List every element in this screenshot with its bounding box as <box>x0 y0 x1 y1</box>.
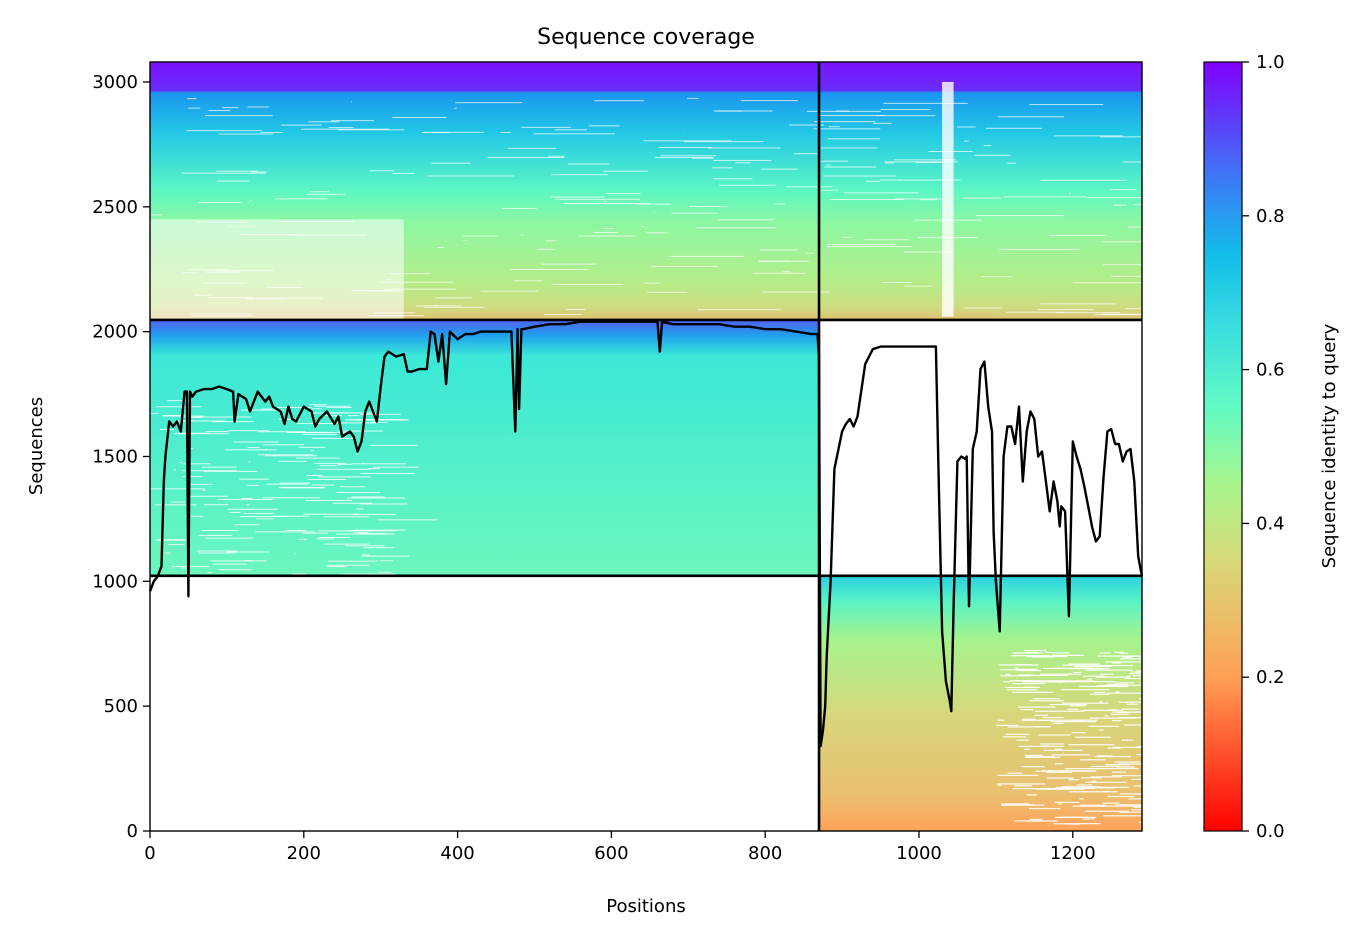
x-axis-label: Positions <box>606 896 685 917</box>
y-tick-label: 1000 <box>92 571 138 592</box>
y-axis-label: Sequences <box>26 397 47 495</box>
colorbar-tick-label: 0.8 <box>1256 206 1285 227</box>
y-tick-label: 3000 <box>92 72 138 93</box>
x-tick-label: 200 <box>287 843 321 864</box>
x-tick-label: 1000 <box>896 843 942 864</box>
colorbar-tick-label: 0.4 <box>1256 513 1285 534</box>
heatmap-block <box>150 319 820 576</box>
y-tick-label: 2500 <box>92 197 138 218</box>
x-tick-label: 400 <box>440 843 474 864</box>
y-axis-ticks: 0 500 1000 1500 2000 2500 3000 <box>92 72 150 842</box>
colorbar-tick-label: 1.0 <box>1256 52 1285 73</box>
colorbar-tick-label: 0.0 <box>1256 821 1285 842</box>
y-tick-label: 2000 <box>92 322 138 343</box>
colorbar-ticks: 0.0 0.2 0.4 0.6 0.8 1.0 <box>1242 52 1285 842</box>
colorbar-label: Sequence identity to query <box>1319 323 1340 568</box>
x-tick-label: 0 <box>144 843 155 864</box>
x-tick-label: 1200 <box>1050 843 1096 864</box>
colorbar-tick-label: 0.2 <box>1256 667 1285 688</box>
x-tick-label: 800 <box>748 843 782 864</box>
y-tick-label: 0 <box>127 821 138 842</box>
coverage-line <box>148 320 1144 748</box>
plot-frame <box>149 61 1143 832</box>
x-axis-ticks: 0 200 400 600 800 1000 1200 <box>144 831 1096 864</box>
x-tick-label: 600 <box>594 843 628 864</box>
colorbar <box>1203 61 1243 832</box>
alignment-gaps <box>150 81 1200 825</box>
y-tick-label: 1500 <box>92 446 138 467</box>
colorbar-tick-label: 0.6 <box>1256 360 1285 381</box>
y-tick-label: 500 <box>104 696 138 717</box>
chart-title: Sequence coverage <box>537 25 755 50</box>
heatmap-blocks <box>150 62 1200 831</box>
